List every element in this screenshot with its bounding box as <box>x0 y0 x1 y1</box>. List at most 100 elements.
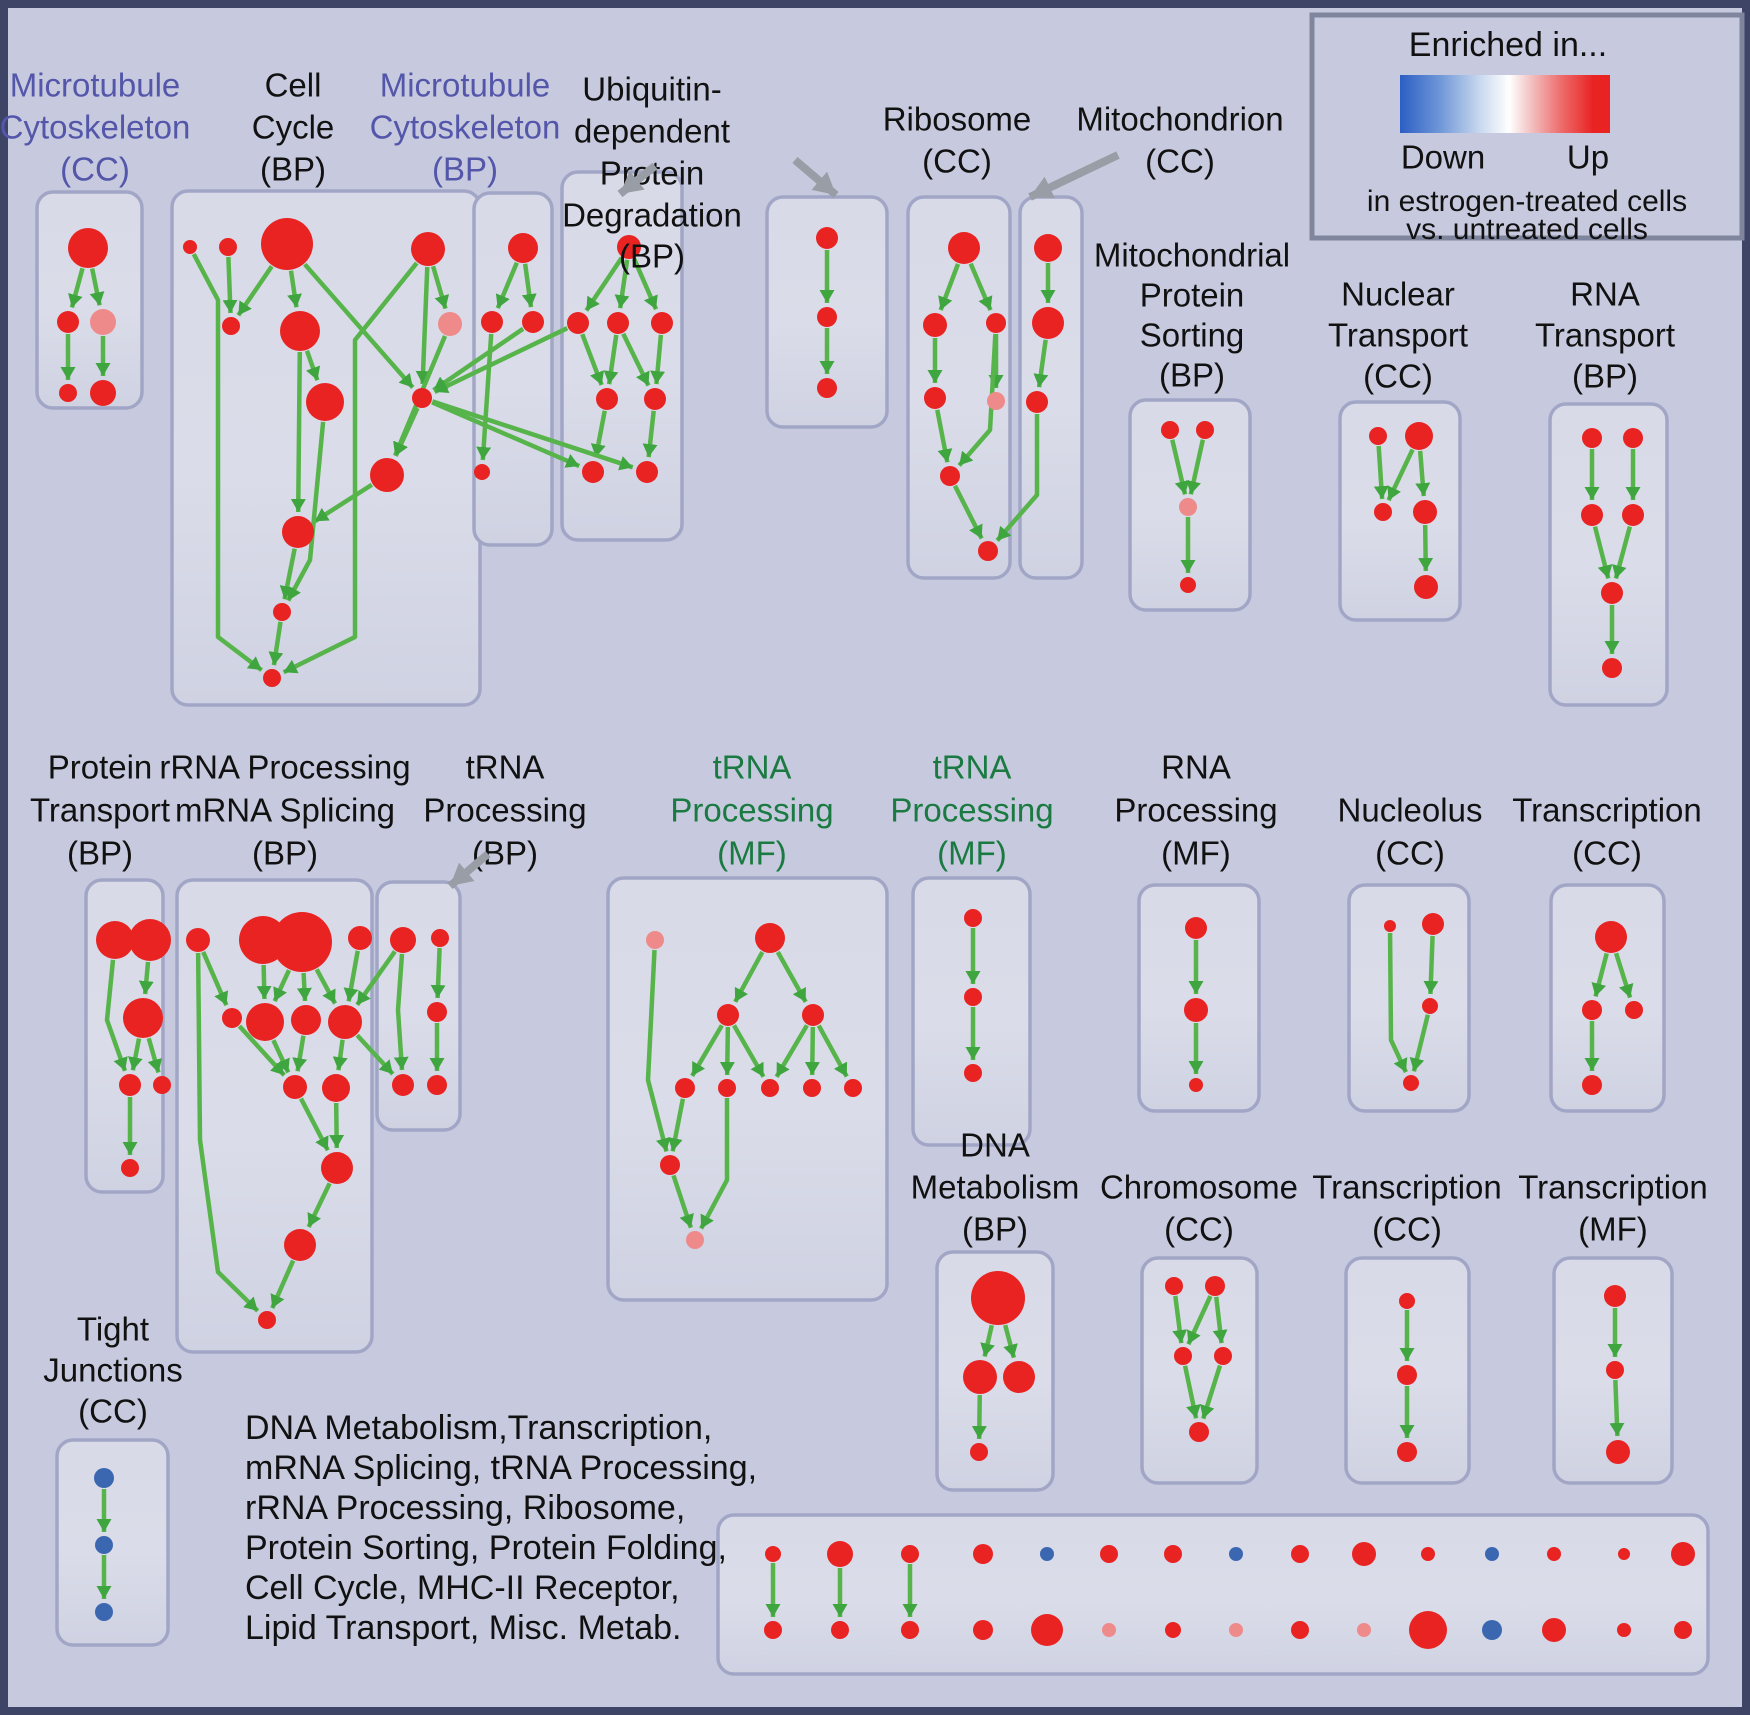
edge-cell-cycle-bp <box>287 270 302 308</box>
go-term-node-transcription-mf-2 <box>1606 1440 1630 1464</box>
cluster-label-ribosome-cc-line1: (CC) <box>922 143 992 180</box>
cluster-box-trna-processing-bp <box>375 880 462 1132</box>
edge-cell-cycle-bp <box>279 548 297 600</box>
cluster-label-ubiquitin-dependent-protein-degradation-bp-line4: (BP) <box>619 238 685 275</box>
edge-ubiquitin-dependent-protein-degradation-bp <box>632 258 659 311</box>
go-term-node-misc-terms-box-22 <box>1229 1623 1243 1637</box>
legend-subline-1: in estrogen-treated cells <box>1367 185 1687 218</box>
cluster-label-trna-processing-mf-2-line1: Processing <box>890 792 1053 829</box>
go-term-node-misc-terms-box-24 <box>1357 1623 1371 1637</box>
edge-nuclear-transport-cc <box>1415 450 1431 497</box>
edge-rrna-processing-mrna-splicing-bp <box>306 1182 332 1228</box>
go-term-node-trna-processing-mf-1-6 <box>761 1079 779 1097</box>
edge-nuclear-transport-cc <box>1418 524 1434 572</box>
edge-nucleolus-cc <box>1387 932 1408 1074</box>
cluster-box-chromosome-cc <box>1140 1256 1259 1485</box>
cluster-label-nucleolus-cc-line1: (CC) <box>1375 835 1445 872</box>
edge-ubiquitin-dependent-protein-degradation-bp <box>603 334 619 385</box>
go-term-node-trna-processing-mf-1-10 <box>686 1231 704 1249</box>
cluster-label-microtubule-cytoskeleton-bp-line1: Cytoskeleton <box>370 109 561 146</box>
edge-ubiquitin-dependent-protein-degradation-bp <box>580 333 605 386</box>
go-term-node-trna-processing-bp-2 <box>427 1002 447 1022</box>
edge-chromosome-cc <box>1182 1365 1201 1419</box>
go-term-node-misc-terms-box-3 <box>973 1544 993 1564</box>
go-term-node-rna-transport-bp-0 <box>1582 428 1602 448</box>
go-term-node-rrna-processing-mrna-splicing-bp-0 <box>186 928 210 952</box>
go-term-node-ubiquitin-degradation-second-box-0 <box>816 227 838 249</box>
edge-trna-processing-mf-1 <box>671 1174 694 1229</box>
edge-cell-cycle-bp <box>313 482 374 524</box>
go-term-node-mitochondrial-protein-sorting-bp-0 <box>1161 421 1179 439</box>
edge-ribosome-cc <box>935 409 953 463</box>
go-term-node-nucleolus-cc-1 <box>1422 913 1444 935</box>
edge-trna-processing-mf-1 <box>774 1024 809 1078</box>
cluster-label-rna-transport-bp-line2: (BP) <box>1572 358 1638 395</box>
cluster-label-rna-transport-bp-line1: Transport <box>1535 317 1675 354</box>
misc-terms-text-line5: Lipid Transport, Misc. Metab. <box>245 1609 682 1647</box>
edge-protein-transport-bp <box>127 1038 143 1071</box>
go-term-node-microtubule-cytoskeleton-bp-2 <box>522 311 544 333</box>
go-term-node-ribosome-cc-6 <box>978 541 998 561</box>
edge-rrna-processing-mrna-splicing-bp <box>296 972 312 1002</box>
go-term-node-mitochondrial-protein-sorting-bp-1 <box>1196 421 1214 439</box>
go-term-node-microtubule-cytoskeleton-cc-4 <box>90 380 116 406</box>
go-term-node-transcription-mf-0 <box>1604 1285 1626 1307</box>
edge-ubiquitin-dependent-protein-degradation-bp <box>584 256 624 312</box>
go-term-node-mitochondrion-cc-0 <box>1034 234 1062 262</box>
go-term-node-cell-cycle-bp-8 <box>306 383 344 421</box>
edge-mitochondrion-cc <box>1033 339 1049 388</box>
edge-microtubule-cytoskeleton-cc <box>68 267 85 309</box>
edge-chromosome-cc <box>1186 1295 1213 1346</box>
edge-protein-transport-bp <box>146 1037 163 1074</box>
go-term-node-rrna-processing-mrna-splicing-bp-4 <box>222 1008 242 1028</box>
go-term-node-misc-terms-box-13 <box>1618 1548 1630 1560</box>
edge-chromosome-cc <box>1212 1296 1228 1344</box>
go-term-node-rrna-processing-mrna-splicing-bp-3 <box>348 926 372 950</box>
cluster-label-microtubule-cytoskeleton-cc-line1: Cytoskeleton <box>0 109 190 146</box>
cross-edge-trnabp-to-rrna <box>355 950 397 1007</box>
edge-rrna-processing-mrna-splicing-bp <box>329 1102 345 1149</box>
go-term-node-cell-cycle-bp-12 <box>263 669 281 687</box>
go-term-node-nucleolus-cc-0 <box>1384 920 1396 932</box>
misc-terms-text-line2: rRNA Processing, Ribosome, <box>245 1489 685 1527</box>
go-term-node-trna-processing-bp-3 <box>392 1074 414 1096</box>
cluster-label-chromosome-cc-line0: Chromosome <box>1100 1169 1298 1206</box>
go-term-node-chromosome-cc-1 <box>1205 1276 1225 1296</box>
go-term-node-nucleolus-cc-3 <box>1403 1075 1419 1091</box>
go-term-node-protein-transport-bp-1 <box>129 919 171 961</box>
cluster-label-ribosome-cc-line0: Ribosome <box>883 101 1032 138</box>
go-term-node-misc-terms-box-12 <box>1547 1547 1561 1561</box>
cluster-box-nuclear-transport-cc <box>1338 400 1462 622</box>
go-term-node-rrna-processing-mrna-splicing-bp-8 <box>283 1075 307 1099</box>
edge-trna-processing-mf-1 <box>667 1098 686 1152</box>
cluster-box-misc-terms-box <box>716 1513 1710 1676</box>
go-term-node-rrna-processing-mrna-splicing-bp-10 <box>321 1152 353 1184</box>
misc-terms-text-line0: DNA Metabolism,Transcription, <box>245 1409 712 1447</box>
cross-edge-cellcycle-hub-to-ubiq-bl <box>431 400 581 469</box>
edge-ribosome-cc <box>938 263 961 311</box>
go-term-node-misc-terms-box-16 <box>831 1621 849 1639</box>
cluster-label-trna-processing-bp-line1: Processing <box>423 792 586 829</box>
edge-chromosome-cc <box>1172 1295 1188 1344</box>
go-term-node-nucleolus-cc-2 <box>1422 998 1438 1014</box>
edge-microtubule-cytoskeleton-bp <box>495 261 519 310</box>
go-term-node-ubiquitin-dependent-protein-degradation-bp-5 <box>644 388 666 410</box>
edge-cell-cycle-bp <box>222 256 238 314</box>
cluster-label-dna-metabolism-bp-line0: DNA <box>960 1127 1030 1164</box>
go-term-node-misc-terms-box-10 <box>1421 1547 1435 1561</box>
go-term-node-microtubule-cytoskeleton-bp-3 <box>474 464 490 480</box>
go-term-node-microtubule-cytoskeleton-cc-1 <box>57 311 79 333</box>
go-term-node-rrna-processing-mrna-splicing-bp-6 <box>291 1005 321 1035</box>
edge-trna-processing-mf-1 <box>804 1026 820 1076</box>
edge-cell-cycle-bp <box>236 265 274 317</box>
go-term-node-transcription-mf-1 <box>1606 1361 1624 1379</box>
cluster-label-transcription-mf-line0: Transcription <box>1518 1169 1708 1206</box>
edge-trna-processing-mf-1 <box>732 1024 766 1078</box>
cluster-label-trna-processing-bp-line2: (BP) <box>472 835 538 872</box>
go-term-node-misc-terms-box-4 <box>1040 1547 1054 1561</box>
cluster-label-transcription-cc-row3-line0: Transcription <box>1312 1169 1502 1206</box>
go-term-node-nuclear-transport-cc-1 <box>1405 422 1433 450</box>
go-term-node-trna-processing-bp-1 <box>431 929 449 947</box>
cluster-label-protein-transport-bp-line1: Transport <box>30 792 170 829</box>
